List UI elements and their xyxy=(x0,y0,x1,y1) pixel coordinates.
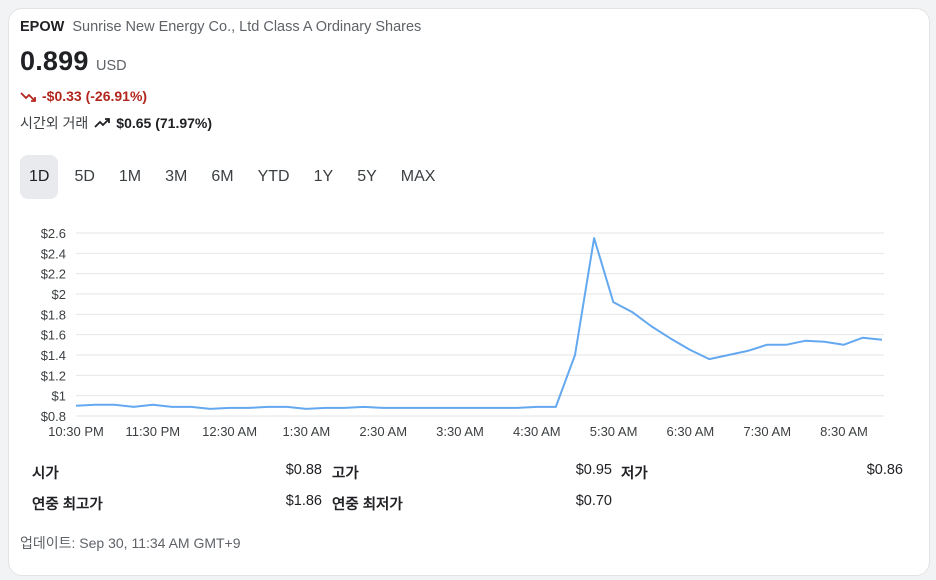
ticker-symbol: EPOW xyxy=(20,19,65,35)
x-tick-label: 12:30 AM xyxy=(202,424,257,439)
quote-header: EPOW Sunrise New Energy Co., Ltd Class A… xyxy=(20,19,421,35)
y-tick-label: $1 xyxy=(52,389,66,404)
price-line xyxy=(75,237,883,410)
stat-label: 연중 최고가 xyxy=(32,497,103,513)
stat-label: 연중 최저가 xyxy=(332,497,403,513)
stat-value: $0.88 xyxy=(285,462,322,478)
y-tick-label: $2.6 xyxy=(41,226,66,241)
tab-1y[interactable]: 1Y xyxy=(313,168,334,185)
y-tick-label: $0.8 xyxy=(41,409,66,424)
y-tick-label: $1.2 xyxy=(41,368,66,383)
stat-value: $0.95 xyxy=(575,462,612,478)
x-tick-label: 1:30 AM xyxy=(283,424,331,439)
range-tabs: 1D 5D 1M 3M 6M YTD 1Y 5Y MAX xyxy=(20,155,451,199)
price-change: -$0.33 (-26.91%) xyxy=(20,88,147,104)
tab-5y[interactable]: 5Y xyxy=(357,168,377,185)
last-updated: 업데이트: Sep 30, 11:34 AM GMT+9 xyxy=(20,535,241,551)
trending-up-icon xyxy=(94,118,111,128)
after-hours-label: 시간외 거래 xyxy=(20,115,89,131)
y-tick-label: $1.6 xyxy=(41,328,66,343)
x-tick-label: 11:30 PM xyxy=(125,424,180,439)
x-tick-label: 3:30 AM xyxy=(436,424,484,439)
x-tick-label: 6:30 AM xyxy=(667,424,715,439)
company-name: Sunrise New Energy Co., Ltd Class A Ordi… xyxy=(72,19,422,35)
y-tick-label: $1.4 xyxy=(41,348,66,363)
stat-value: $1.86 xyxy=(285,493,322,509)
y-tick-label: $2.4 xyxy=(41,246,66,261)
after-hours-change: $0.65 (71.97%) xyxy=(116,115,213,131)
tab-3m[interactable]: 3M xyxy=(165,168,188,185)
stat-value: $0.70 xyxy=(575,493,612,509)
stat-label: 고가 xyxy=(332,466,359,482)
tab-1d[interactable]: 1D xyxy=(20,155,59,199)
stat-label: 저가 xyxy=(621,466,648,482)
price-change-value: -$0.33 (-26.91%) xyxy=(42,88,148,104)
x-tick-label: 10:30 PM xyxy=(48,424,104,439)
tab-max[interactable]: MAX xyxy=(400,168,436,185)
stat-label: 시가 xyxy=(32,466,59,482)
tab-1m[interactable]: 1M xyxy=(118,168,142,185)
x-tick-label: 5:30 AM xyxy=(590,424,638,439)
currency-label: USD xyxy=(96,58,127,74)
x-tick-label: 8:30 AM xyxy=(820,424,868,439)
x-tick-label: 7:30 AM xyxy=(743,424,791,439)
x-tick-label: 2:30 AM xyxy=(359,424,407,439)
trending-down-icon xyxy=(20,92,36,102)
quote-card xyxy=(8,8,930,576)
after-hours: 시간외 거래 $0.65 (71.97%) xyxy=(20,113,212,133)
y-tick-label: $2.2 xyxy=(41,267,66,282)
stat-value: $0.86 xyxy=(866,462,903,478)
tab-5d[interactable]: 5D xyxy=(74,168,95,185)
x-tick-label: 4:30 AM xyxy=(513,424,561,439)
tab-ytd[interactable]: YTD xyxy=(257,168,290,185)
price-row: 0.899 USD xyxy=(20,46,127,77)
y-tick-label: $2 xyxy=(52,287,66,302)
y-tick-label: $1.8 xyxy=(41,307,66,322)
tab-6m[interactable]: 6M xyxy=(211,168,234,185)
current-price: 0.899 xyxy=(20,46,89,76)
price-chart[interactable]: $2.6 $2.4 $2.2 $2 $1.8 $1.6 $1.4 $1.2 $1 $0.810:3… xyxy=(0,0,936,450)
